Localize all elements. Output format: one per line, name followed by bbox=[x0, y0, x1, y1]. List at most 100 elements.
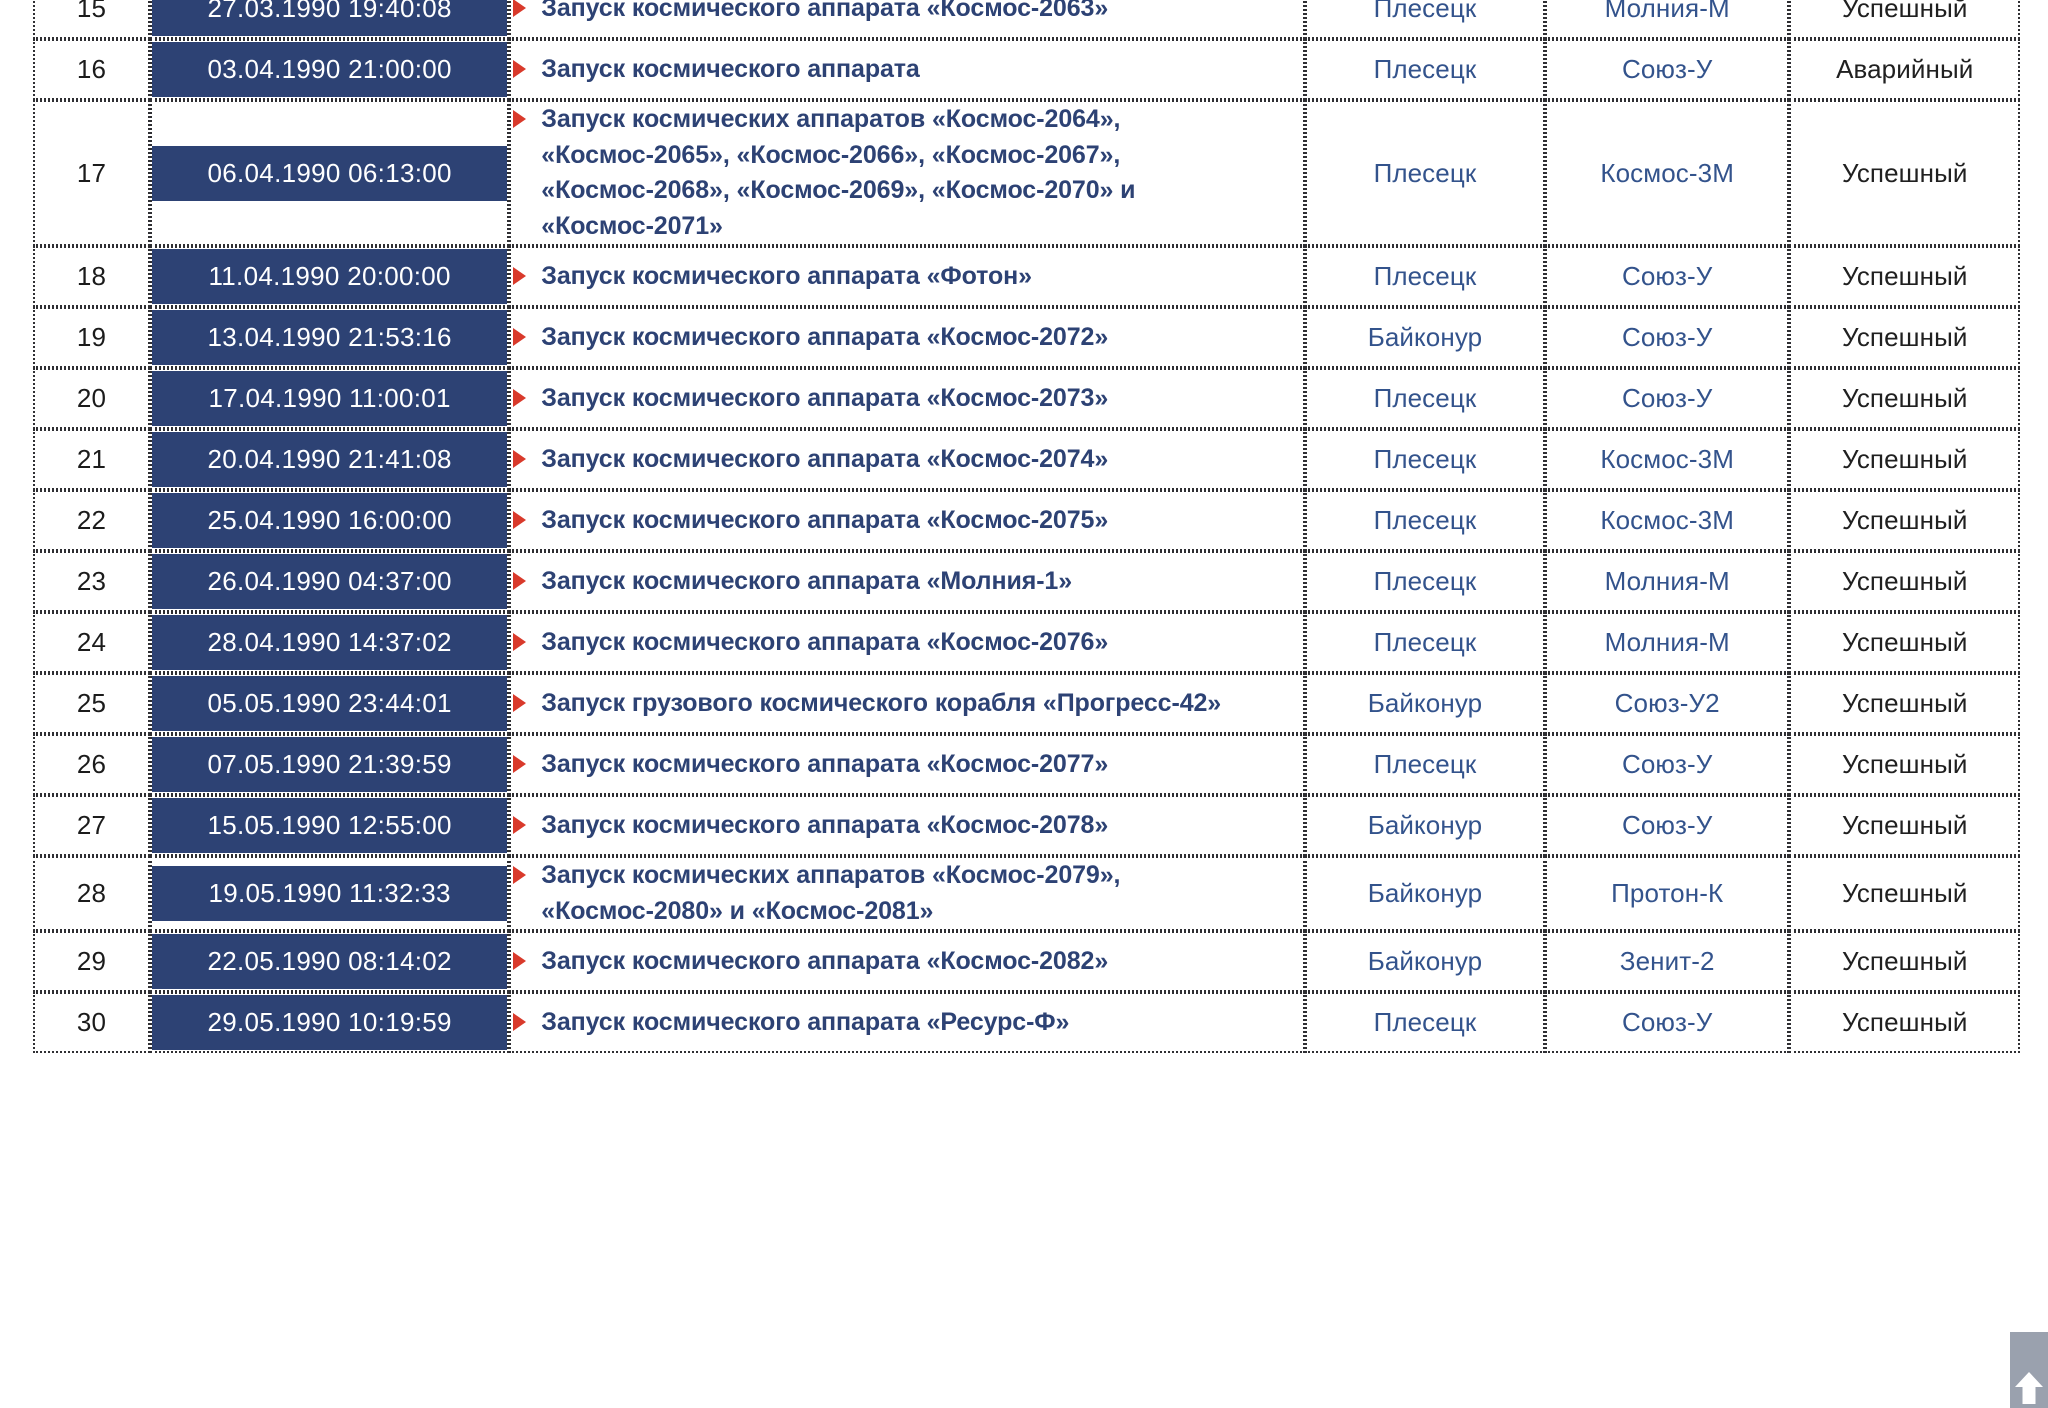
launch-datetime-cell: 28.04.1990 14:37:02 bbox=[150, 612, 510, 673]
launch-datetime-cell: 06.04.1990 06:13:00 bbox=[150, 100, 510, 246]
launch-description-cell: Запуск космического аппарата «Космос-207… bbox=[509, 368, 1305, 429]
table-row: 21 20.04.1990 21:41:08 Запуск космического… bbox=[33, 429, 2020, 490]
launch-description-cell: Запуск космического аппарата «Космос-207… bbox=[509, 612, 1305, 673]
description-wrapper: Запуск космических аппаратов «Космос-206… bbox=[511, 102, 1303, 244]
launch-description-link[interactable]: Запуск космического аппарата «Космос-207… bbox=[541, 627, 1109, 656]
triangle-right-icon bbox=[511, 1012, 527, 1032]
launch-description-cell: Запуск космического аппарата «Космос-207… bbox=[509, 307, 1305, 368]
launch-vehicle-cell[interactable]: Космос-3М bbox=[1544, 490, 1790, 551]
launch-description-cell: Запуск грузового космического корабля «П… bbox=[509, 673, 1305, 734]
launch-description-link[interactable]: Запуск космического аппарата «Космос-207… bbox=[541, 810, 1109, 839]
row-number-cell: 29 bbox=[33, 931, 151, 992]
triangle-right-icon bbox=[511, 951, 527, 971]
row-number-cell: 15 bbox=[33, 0, 151, 39]
triangle-right-icon bbox=[511, 0, 527, 18]
row-number-cell: 22 bbox=[33, 490, 151, 551]
launch-vehicle-cell[interactable]: Молния-М bbox=[1544, 551, 1790, 612]
table-row: 16 03.04.1990 21:00:00 Запуск космического… bbox=[33, 39, 2020, 100]
launch-result-cell: Успешный bbox=[1789, 673, 2020, 734]
launch-vehicle-cell[interactable]: Союз-У bbox=[1544, 734, 1790, 795]
triangle-right-icon bbox=[511, 815, 527, 835]
table-row: 30 29.05.1990 10:19:59 Запуск космического… bbox=[33, 992, 2020, 1053]
launch-description-link[interactable]: Запуск космического аппарата bbox=[541, 54, 920, 83]
launch-vehicle-cell[interactable]: Космос-3М bbox=[1544, 429, 1790, 490]
cosmodrome-cell[interactable]: Плесецк bbox=[1305, 39, 1545, 100]
launch-description-link[interactable]: Запуск космических аппаратов «Космос-207… bbox=[541, 861, 1121, 925]
launch-vehicle-cell[interactable]: Молния-М bbox=[1544, 612, 1790, 673]
launch-vehicle-cell[interactable]: Молния-М bbox=[1544, 0, 1790, 39]
launch-datetime-badge: 20.04.1990 21:41:08 bbox=[152, 432, 508, 487]
launch-vehicle-cell[interactable]: Союз-У bbox=[1544, 992, 1790, 1053]
launch-vehicle-cell[interactable]: Союз-У bbox=[1544, 368, 1790, 429]
launch-vehicle-cell[interactable]: Протон-К bbox=[1544, 856, 1790, 931]
table-row: 18 11.04.1990 20:00:00 Запуск космического… bbox=[33, 246, 2020, 307]
launch-vehicle-cell[interactable]: Союз-У bbox=[1544, 39, 1790, 100]
launch-description-cell: Запуск космического аппарата bbox=[509, 39, 1305, 100]
description-wrapper: Запуск космического аппарата «Космос-207… bbox=[511, 381, 1303, 417]
launch-datetime-badge: 03.04.1990 21:00:00 bbox=[152, 42, 508, 97]
description-wrapper: Запуск космического аппарата bbox=[511, 52, 1303, 88]
launch-description-link[interactable]: Запуск космического аппарата «Фотон» bbox=[541, 261, 1032, 290]
triangle-right-icon bbox=[511, 388, 527, 408]
description-wrapper: Запуск космического аппарата «Космос-207… bbox=[511, 625, 1303, 661]
launch-description-link[interactable]: Запуск космического аппарата «Космос-207… bbox=[541, 749, 1109, 778]
launch-description-link[interactable]: Запуск космического аппарата «Космос-207… bbox=[541, 383, 1109, 412]
cosmodrome-cell[interactable]: Плесецк bbox=[1305, 551, 1545, 612]
scroll-to-top-button[interactable] bbox=[2010, 1332, 2048, 1408]
launch-vehicle-cell[interactable]: Союз-У2 bbox=[1544, 673, 1790, 734]
launch-description-cell: Запуск космического аппарата «Космос-208… bbox=[509, 931, 1305, 992]
launch-vehicle-cell[interactable]: Союз-У bbox=[1544, 795, 1790, 856]
space-launches-table: 15 27.03.1990 19:40:08 Запуск космического… bbox=[33, 0, 2020, 1053]
cosmodrome-cell[interactable]: Плесецк bbox=[1305, 0, 1545, 39]
cosmodrome-cell[interactable]: Байконур bbox=[1305, 307, 1545, 368]
cosmodrome-cell[interactable]: Плесецк bbox=[1305, 612, 1545, 673]
launch-description-cell: Запуск космического аппарата «Космос-207… bbox=[509, 795, 1305, 856]
launch-vehicle-cell[interactable]: Космос-3М bbox=[1544, 100, 1790, 246]
launch-result-cell: Аварийный bbox=[1789, 39, 2020, 100]
launch-result-cell: Успешный bbox=[1789, 368, 2020, 429]
launch-result-cell: Успешный bbox=[1789, 490, 2020, 551]
launch-datetime-cell: 27.03.1990 19:40:08 bbox=[150, 0, 510, 39]
cosmodrome-cell[interactable]: Плесецк bbox=[1305, 429, 1545, 490]
cosmodrome-cell[interactable]: Плесецк bbox=[1305, 490, 1545, 551]
launch-vehicle-cell[interactable]: Зенит-2 bbox=[1544, 931, 1790, 992]
launch-description-link[interactable]: Запуск космического аппарата «Космос-207… bbox=[541, 444, 1109, 473]
cosmodrome-cell[interactable]: Плесецк bbox=[1305, 734, 1545, 795]
launch-datetime-cell: 26.04.1990 04:37:00 bbox=[150, 551, 510, 612]
launch-description-cell: Запуск космического аппарата «Космос-207… bbox=[509, 490, 1305, 551]
cosmodrome-cell[interactable]: Байконур bbox=[1305, 795, 1545, 856]
description-wrapper: Запуск космического аппарата «Ресурс-Ф» bbox=[511, 1005, 1303, 1041]
launch-description-link[interactable]: Запуск космического аппарата «Ресурс-Ф» bbox=[541, 1007, 1070, 1036]
launch-description-link[interactable]: Запуск грузового космического корабля «П… bbox=[541, 688, 1222, 717]
arrow-up-icon bbox=[2014, 1370, 2044, 1404]
launch-datetime-cell: 15.05.1990 12:55:00 bbox=[150, 795, 510, 856]
launch-description-link[interactable]: Запуск космического аппарата «Космос-208… bbox=[541, 946, 1109, 975]
launch-vehicle-cell[interactable]: Союз-У bbox=[1544, 307, 1790, 368]
launch-description-cell: Запуск космического аппарата «Космос-207… bbox=[509, 734, 1305, 795]
cosmodrome-cell[interactable]: Плесецк bbox=[1305, 100, 1545, 246]
cosmodrome-cell[interactable]: Байконур bbox=[1305, 856, 1545, 931]
cosmodrome-cell[interactable]: Плесецк bbox=[1305, 992, 1545, 1053]
cosmodrome-cell[interactable]: Плесецк bbox=[1305, 368, 1545, 429]
triangle-right-icon bbox=[511, 693, 527, 713]
cosmodrome-cell[interactable]: Плесецк bbox=[1305, 246, 1545, 307]
table-row: 15 27.03.1990 19:40:08 Запуск космического… bbox=[33, 0, 2020, 39]
launch-description-link[interactable]: Запуск космического аппарата «Космос-206… bbox=[541, 0, 1109, 22]
launch-result-cell: Успешный bbox=[1789, 100, 2020, 246]
launch-description-link[interactable]: Запуск космических аппаратов «Космос-206… bbox=[541, 105, 1136, 240]
description-wrapper: Запуск космического аппарата «Космос-208… bbox=[511, 944, 1303, 980]
launch-datetime-cell: 22.05.1990 08:14:02 bbox=[150, 931, 510, 992]
launch-datetime-cell: 13.04.1990 21:53:16 bbox=[150, 307, 510, 368]
description-wrapper: Запуск космического аппарата «Космос-207… bbox=[511, 747, 1303, 783]
launch-description-link[interactable]: Запуск космического аппарата «Космос-207… bbox=[541, 322, 1109, 351]
row-number-cell: 18 bbox=[33, 246, 151, 307]
launch-description-link[interactable]: Запуск космического аппарата «Молния-1» bbox=[541, 566, 1073, 595]
table-row: 19 13.04.1990 21:53:16 Запуск космического… bbox=[33, 307, 2020, 368]
launch-result-cell: Успешный bbox=[1789, 795, 2020, 856]
cosmodrome-cell[interactable]: Байконур bbox=[1305, 673, 1545, 734]
launch-datetime-badge: 26.04.1990 04:37:00 bbox=[152, 554, 508, 609]
launch-description-cell: Запуск космических аппаратов «Космос-206… bbox=[509, 100, 1305, 246]
launch-description-link[interactable]: Запуск космического аппарата «Космос-207… bbox=[541, 505, 1109, 534]
cosmodrome-cell[interactable]: Байконур bbox=[1305, 931, 1545, 992]
launch-vehicle-cell[interactable]: Союз-У bbox=[1544, 246, 1790, 307]
